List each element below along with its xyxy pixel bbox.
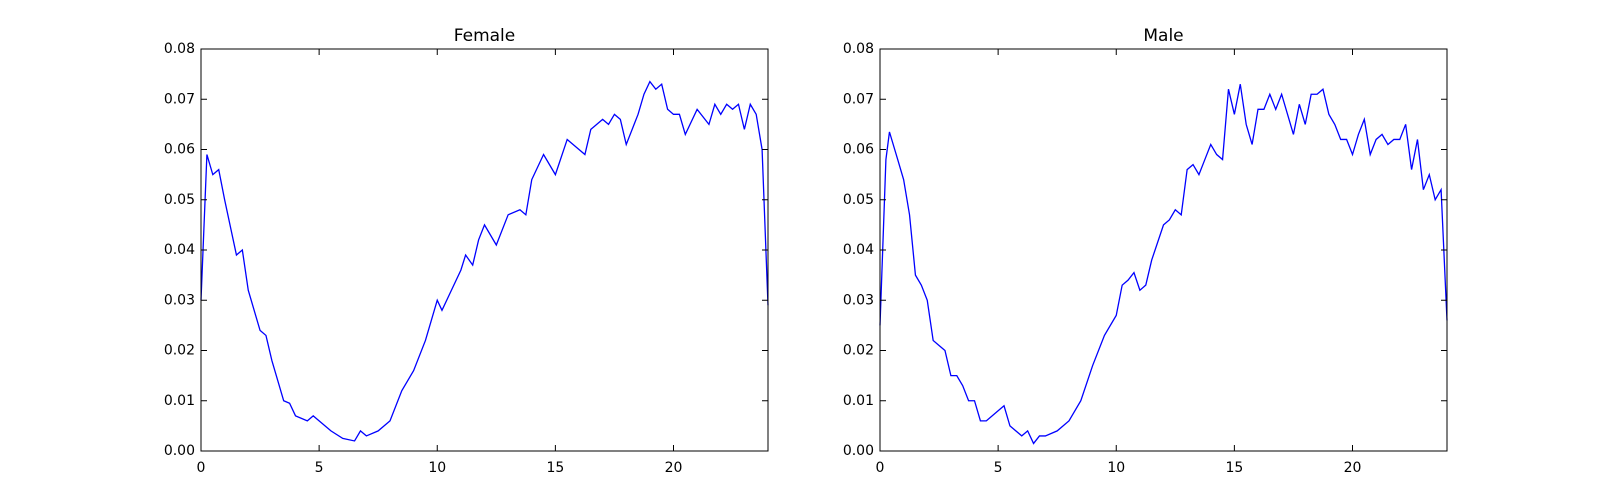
x-tick-label: 5 — [315, 460, 324, 476]
y-tick-label: 0.08 — [164, 41, 195, 57]
y-tick-label: 0.04 — [164, 242, 195, 258]
data-line — [200, 80, 769, 442]
x-tick-label: 5 — [994, 460, 1003, 476]
y-tick-label: 0.01 — [843, 393, 874, 409]
y-tick-label: 0.06 — [164, 142, 195, 158]
y-tick-label: 0.08 — [843, 41, 874, 57]
plot-frame — [879, 48, 1448, 452]
x-tick-label: 0 — [197, 460, 206, 476]
y-tick-label: 0.07 — [164, 91, 195, 107]
y-tick-label: 0.00 — [164, 443, 195, 459]
y-tick-label: 0.04 — [843, 242, 874, 258]
x-tick-label: 20 — [1344, 460, 1362, 476]
y-tick-label: 0.05 — [164, 192, 195, 208]
x-tick-label: 15 — [546, 460, 564, 476]
x-tick-label: 20 — [665, 460, 683, 476]
y-tick-label: 0.01 — [164, 393, 195, 409]
y-tick-label: 0.00 — [843, 443, 874, 459]
x-tick-label: 15 — [1225, 460, 1243, 476]
y-tick-label: 0.07 — [843, 91, 874, 107]
chart-title: Female — [454, 26, 515, 46]
y-tick-label: 0.02 — [164, 343, 195, 359]
y-tick-label: 0.02 — [843, 343, 874, 359]
x-tick-label: 0 — [876, 460, 885, 476]
y-tick-label: 0.05 — [843, 192, 874, 208]
x-tick-label: 10 — [1107, 460, 1125, 476]
chart-title: Male — [1143, 26, 1183, 46]
x-tick-label: 10 — [428, 460, 446, 476]
plot-frame — [200, 48, 769, 452]
y-tick-label: 0.06 — [843, 142, 874, 158]
y-tick-label: 0.03 — [164, 292, 195, 308]
y-tick-label: 0.03 — [843, 292, 874, 308]
data-line — [879, 84, 1448, 445]
